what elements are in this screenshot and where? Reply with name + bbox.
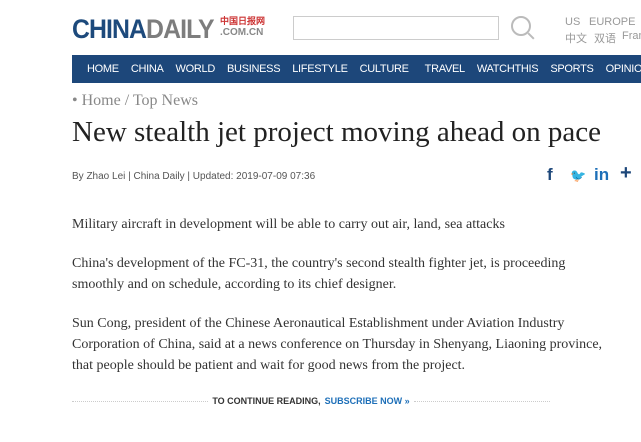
edition-us[interactable]: US xyxy=(565,16,581,28)
byline: By Zhao Lei | China Daily | Updated: 201… xyxy=(72,171,316,182)
breadcrumb-top-news[interactable]: Top News xyxy=(132,92,198,109)
nav-business[interactable]: BUSINESS xyxy=(227,63,281,75)
edition-europe[interactable]: EUROPE xyxy=(589,16,636,28)
edition-bilingual[interactable]: 双语 xyxy=(594,33,616,45)
twitter-icon[interactable]: 🐦 xyxy=(570,168,587,183)
main-nav: HOME CHINA WORLD BUSINESS LIFESTYLE CULT… xyxy=(72,55,641,83)
nav-china[interactable]: CHINA xyxy=(130,63,164,75)
facebook-icon[interactable]: f xyxy=(547,165,553,184)
logo[interactable]: CHINADAILY xyxy=(72,14,215,44)
linkedin-icon[interactable]: in xyxy=(594,165,610,184)
search-icon[interactable] xyxy=(511,16,531,36)
nav-sports[interactable]: SPORTS xyxy=(550,63,594,75)
breadcrumb: • Home / Top News xyxy=(72,92,198,109)
edition-chinese[interactable]: 中文 xyxy=(565,33,587,45)
paragraph-1: China's development of the FC-31, the co… xyxy=(72,256,566,292)
logo-cn: 中国日报网 xyxy=(220,16,266,26)
nav-opinion[interactable]: OPINION xyxy=(605,63,641,75)
article-title: New stealth jet project moving ahead on … xyxy=(72,116,602,148)
paragraph-2: Sun Cong, president of the Chinese Aeron… xyxy=(72,316,603,373)
logo-domain: .COM.CN xyxy=(220,27,264,38)
nav-home[interactable]: HOME xyxy=(87,63,119,75)
nav-travel[interactable]: TRAVEL xyxy=(424,63,465,75)
subscribe-link[interactable]: SUBSCRIBE NOW » xyxy=(324,396,410,406)
search-input[interactable] xyxy=(293,16,499,40)
nav-world[interactable]: WORLD xyxy=(175,63,216,75)
nav-lifestyle[interactable]: LIFESTYLE xyxy=(292,63,348,75)
nav-culture[interactable]: CULTURE xyxy=(359,63,409,75)
nav-watchthis[interactable]: WATCHTHIS xyxy=(476,63,539,75)
continue-reading: TO CONTINUE READING, SUBSCRIBE NOW » xyxy=(72,396,551,406)
paragraph-subhead: Military aircraft in development will be… xyxy=(72,217,505,232)
edition-french[interactable]: Fran xyxy=(622,30,641,42)
share-more-icon[interactable]: + xyxy=(620,162,632,184)
breadcrumb-home[interactable]: Home xyxy=(81,92,121,109)
